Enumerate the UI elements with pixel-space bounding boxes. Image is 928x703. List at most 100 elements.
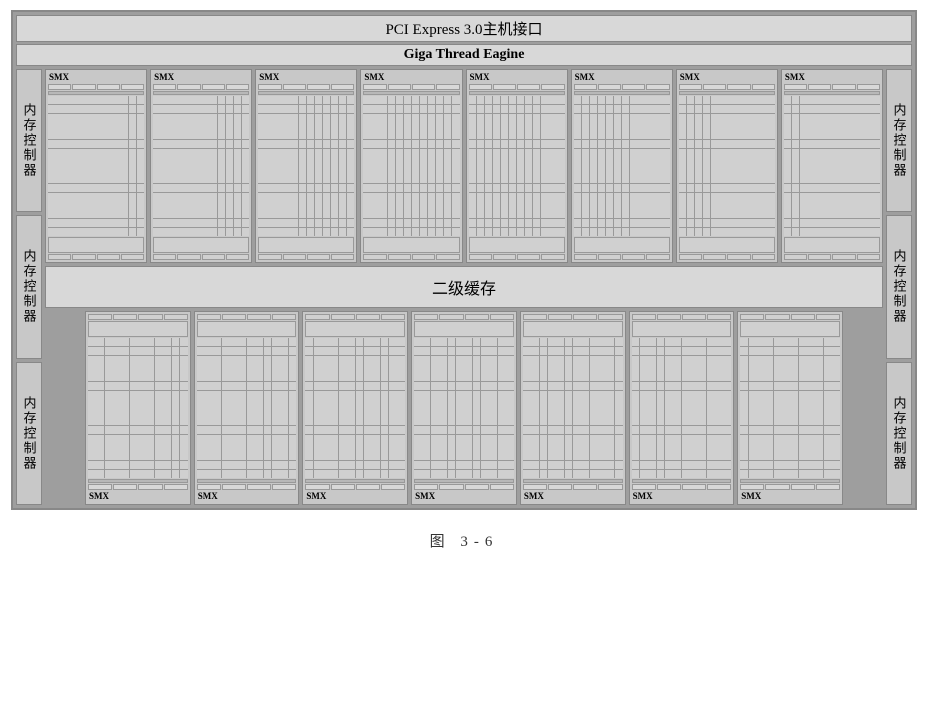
memory-controller: 内存控制器 — [886, 215, 912, 358]
smx-label: SMX — [48, 72, 144, 83]
smx-texture-units — [523, 314, 623, 320]
smx-label: SMX — [679, 72, 775, 83]
smx-divider — [88, 479, 188, 483]
smx-core-grid — [363, 96, 459, 236]
smx-unit: SMX — [255, 69, 357, 263]
smx-texture-units — [740, 314, 840, 320]
smx-unit: SMX — [85, 311, 191, 505]
smx-unit: SMX — [411, 311, 517, 505]
smx-scheduler-bar — [305, 484, 405, 490]
smx-shared-mem — [197, 321, 297, 337]
smx-label: SMX — [523, 491, 623, 502]
smx-shared-mem — [523, 321, 623, 337]
smx-divider — [632, 479, 732, 483]
smx-label: SMX — [469, 72, 565, 83]
chip-container: PCI Express 3.0主机接口 Giga Thread Eagine 内… — [11, 10, 917, 510]
smx-core-grid — [523, 338, 623, 478]
smx-label: SMX — [414, 491, 514, 502]
smx-shared-mem — [784, 237, 880, 253]
smx-texture-units — [153, 254, 249, 260]
smx-texture-units — [305, 314, 405, 320]
smx-core-grid — [740, 338, 840, 478]
smx-unit: SMX — [520, 311, 626, 505]
smx-shared-mem — [88, 321, 188, 337]
smx-row-bottom: SMXSMXSMXSMXSMXSMXSMX — [45, 311, 883, 505]
smx-core-grid — [784, 96, 880, 236]
smx-label: SMX — [784, 72, 880, 83]
smx-scheduler-bar — [88, 484, 188, 490]
smx-core-grid — [48, 96, 144, 236]
smx-texture-units — [784, 254, 880, 260]
smx-unit: SMX — [571, 69, 673, 263]
memory-controller: 内存控制器 — [886, 362, 912, 505]
figure-caption: 图 3-6 — [430, 530, 499, 551]
smx-unit: SMX — [676, 69, 778, 263]
smx-core-grid — [153, 96, 249, 236]
smx-label: SMX — [88, 491, 188, 502]
smx-label: SMX — [197, 491, 297, 502]
smx-scheduler-bar — [258, 84, 354, 90]
smx-scheduler-bar — [632, 484, 732, 490]
smx-core-grid — [632, 338, 732, 478]
smx-shared-mem — [469, 237, 565, 253]
smx-scheduler-bar — [469, 84, 565, 90]
smx-core-grid — [88, 338, 188, 478]
smx-divider — [469, 91, 565, 95]
smx-scheduler-bar — [574, 84, 670, 90]
memory-controller: 内存控制器 — [16, 362, 42, 505]
smx-scheduler-bar — [740, 484, 840, 490]
smx-label: SMX — [632, 491, 732, 502]
smx-label: SMX — [153, 72, 249, 83]
smx-scheduler-bar — [523, 484, 623, 490]
smx-divider — [258, 91, 354, 95]
smx-divider — [305, 479, 405, 483]
smx-shared-mem — [305, 321, 405, 337]
smx-scheduler-bar — [48, 84, 144, 90]
smx-label: SMX — [740, 491, 840, 502]
smx-texture-units — [258, 254, 354, 260]
smx-divider — [414, 479, 514, 483]
smx-texture-units — [574, 254, 670, 260]
smx-divider — [363, 91, 459, 95]
smx-shared-mem — [153, 237, 249, 253]
thread-engine-header: Giga Thread Eagine — [16, 44, 912, 66]
smx-unit: SMX — [45, 69, 147, 263]
smx-shared-mem — [574, 237, 670, 253]
memory-controller: 内存控制器 — [16, 215, 42, 358]
smx-unit: SMX — [150, 69, 252, 263]
smx-core-grid — [305, 338, 405, 478]
smx-core-grid — [679, 96, 775, 236]
smx-shared-mem — [740, 321, 840, 337]
smx-divider — [679, 91, 775, 95]
smx-texture-units — [469, 254, 565, 260]
smx-row-top: SMX SMX SMX SMX SMX SMX SMX SMX — [45, 69, 883, 263]
smx-scheduler-bar — [679, 84, 775, 90]
smx-unit: SMX — [194, 311, 300, 505]
smx-divider — [574, 91, 670, 95]
smx-divider — [48, 91, 144, 95]
mem-col-left: 内存控制器内存控制器内存控制器 — [16, 69, 42, 505]
smx-label: SMX — [258, 72, 354, 83]
mem-col-right: 内存控制器内存控制器内存控制器 — [886, 69, 912, 505]
smx-core-grid — [414, 338, 514, 478]
smx-texture-units — [679, 254, 775, 260]
smx-core-grid — [197, 338, 297, 478]
smx-scheduler-bar — [784, 84, 880, 90]
smx-shared-mem — [632, 321, 732, 337]
pci-header: PCI Express 3.0主机接口 — [16, 15, 912, 42]
smx-unit: SMX — [629, 311, 735, 505]
smx-divider — [784, 91, 880, 95]
smx-texture-units — [197, 314, 297, 320]
smx-unit: SMX — [737, 311, 843, 505]
smx-scheduler-bar — [153, 84, 249, 90]
l2-cache: 二级缓存 — [45, 266, 883, 308]
smx-shared-mem — [414, 321, 514, 337]
smx-divider — [153, 91, 249, 95]
main-layout: 内存控制器内存控制器内存控制器 SMXSMXSMXSMXSMXSMXSMXSMX… — [16, 69, 912, 505]
memory-controller: 内存控制器 — [16, 69, 42, 212]
smx-label: SMX — [363, 72, 459, 83]
smx-unit: SMX — [466, 69, 568, 263]
smx-unit: SMX — [781, 69, 883, 263]
smx-scheduler-bar — [414, 484, 514, 490]
smx-scheduler-bar — [363, 84, 459, 90]
